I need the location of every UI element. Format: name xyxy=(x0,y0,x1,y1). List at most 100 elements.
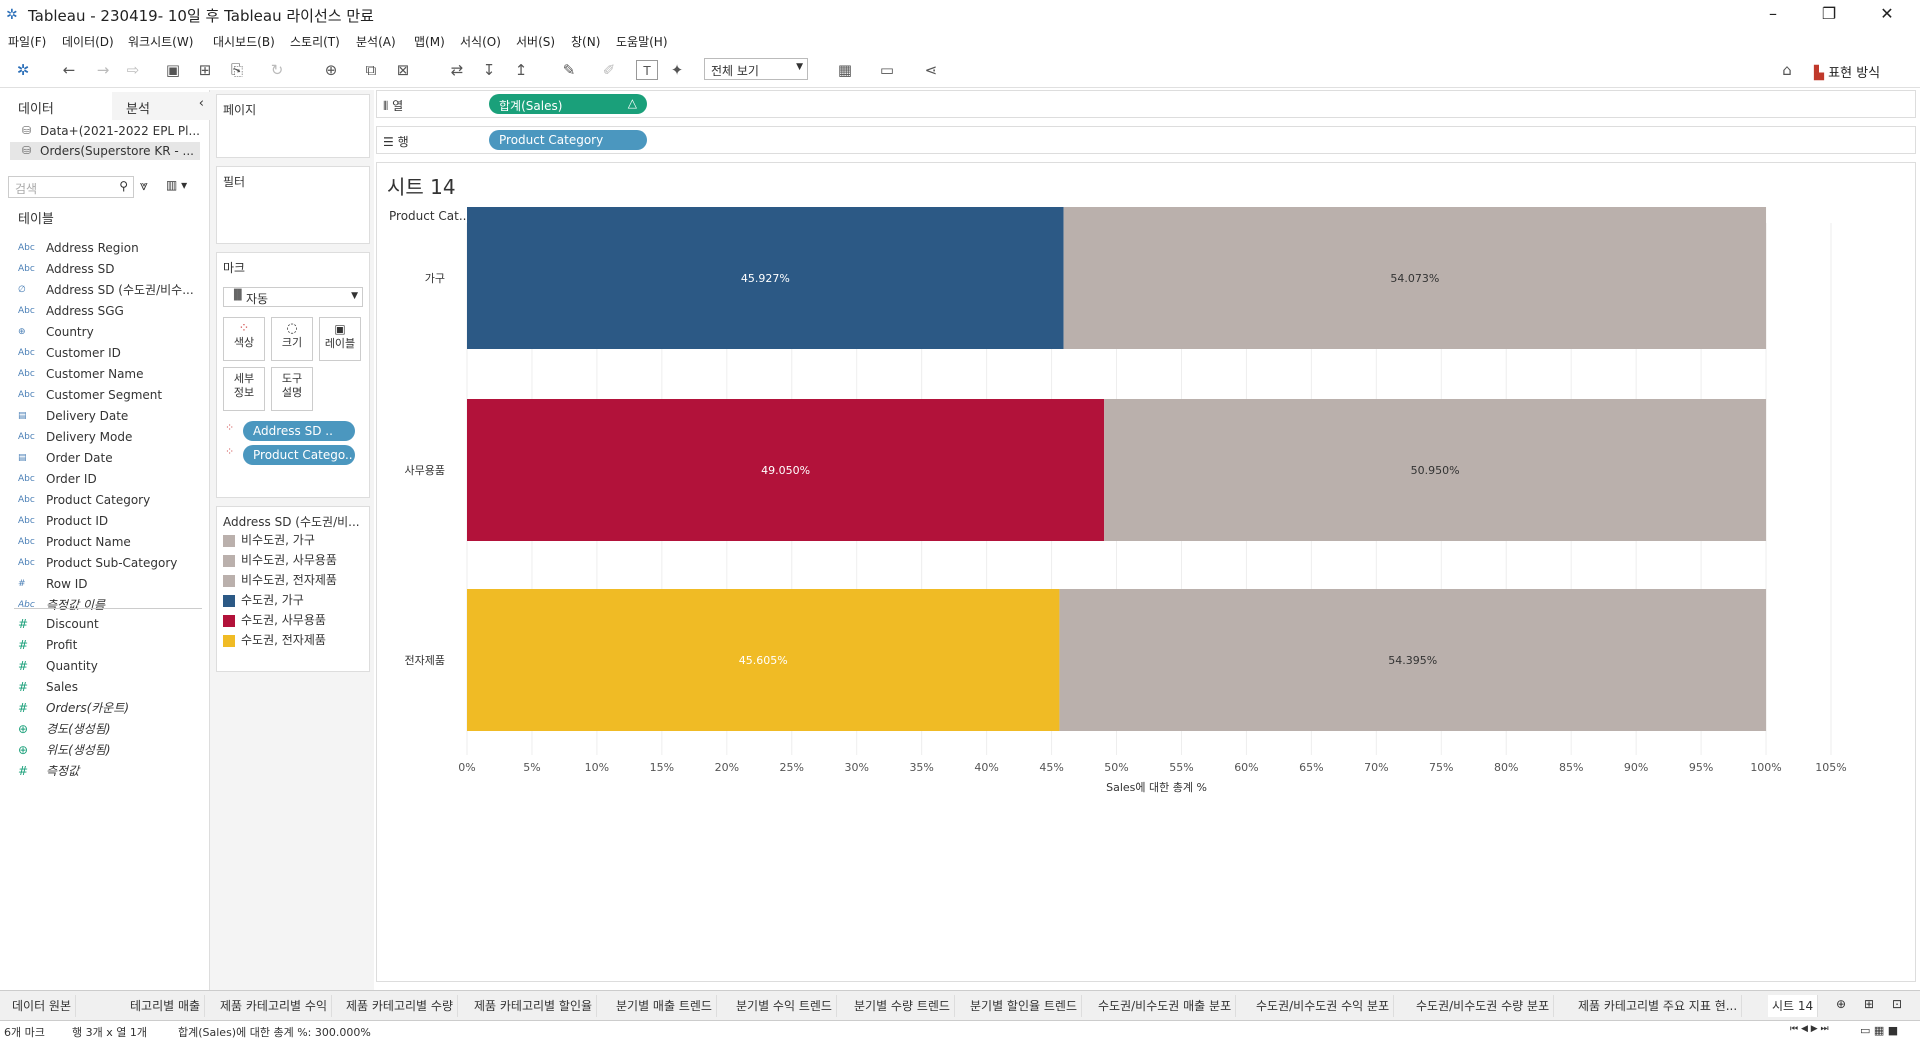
new-datasource-icon[interactable]: ⊞ xyxy=(198,61,212,79)
highlight-icon[interactable]: ✎ xyxy=(562,61,576,79)
detail-button[interactable]: 세부 정보 xyxy=(223,367,265,411)
field-dimension[interactable]: Abc Customer ID xyxy=(18,343,203,363)
replay-icon[interactable]: ⇨ xyxy=(126,61,140,79)
presentation-mode-icon[interactable]: ▭ xyxy=(879,61,895,79)
sheet-tab[interactable]: 제품 카테고리별 수량 xyxy=(342,995,458,1017)
minimize-icon[interactable]: – xyxy=(1769,4,1777,23)
bar[interactable] xyxy=(1104,399,1767,541)
field-dimension[interactable]: Abc Order ID xyxy=(18,469,203,489)
fix-axes-icon[interactable]: ✦ xyxy=(670,61,684,79)
field-dimension[interactable]: ⊕ Country xyxy=(18,322,203,342)
swap-icon[interactable]: ⇄ xyxy=(450,61,464,79)
sheet-tab[interactable]: 시트 14 xyxy=(1768,995,1819,1017)
field-dimension[interactable]: Abc Address Region xyxy=(18,238,203,258)
field-dimension[interactable]: ▤ Delivery Date xyxy=(18,406,203,426)
sheet-tab[interactable]: 수도권/비수도권 매출 분포 xyxy=(1094,995,1237,1017)
view-mode-icons[interactable]: ▭ ▦ ■ xyxy=(1860,1024,1899,1037)
refresh-icon[interactable]: ↻ xyxy=(270,61,284,79)
field-dimension[interactable]: # Row ID xyxy=(18,574,203,594)
tab-analysis[interactable]: 분석 ‹ xyxy=(112,92,210,120)
duplicate-icon[interactable]: ⧉ xyxy=(365,61,377,79)
field-dimension[interactable]: Abc Address SGG xyxy=(18,301,203,321)
clear-sheet-icon[interactable]: ⊠ xyxy=(396,61,410,79)
legend-item[interactable]: 수도권, 가구 xyxy=(223,591,304,609)
field-measure[interactable]: ⊕ 경도(생성됨) xyxy=(18,719,203,739)
field-dimension[interactable]: Abc Customer Name xyxy=(18,364,203,384)
columns-pill-sales[interactable]: 합계(Sales) △ xyxy=(489,94,647,114)
field-measure[interactable]: # 측정값 xyxy=(18,761,203,781)
new-worksheet-icon[interactable]: ⊕ xyxy=(1836,997,1847,1011)
pause-updates-icon[interactable]: ⎘ xyxy=(230,61,243,79)
save-icon[interactable]: ▣ xyxy=(165,61,181,79)
view-options-icon[interactable]: ▥ ▾ xyxy=(166,178,188,192)
share-icon[interactable]: ⋖ xyxy=(924,61,938,79)
redo-icon[interactable]: → xyxy=(96,61,110,79)
menu-story[interactable]: 스토리(T) xyxy=(290,35,340,49)
collapse-icon[interactable]: ‹ xyxy=(198,96,204,111)
bar[interactable] xyxy=(467,589,1060,731)
bar[interactable] xyxy=(467,207,1064,349)
label-button[interactable]: ▣ 레이블 xyxy=(319,317,361,361)
size-button[interactable]: ◌ 크기 xyxy=(271,317,313,361)
undo-icon[interactable]: ← xyxy=(62,61,76,79)
field-dimension[interactable]: Abc Address SD xyxy=(18,259,203,279)
sheet-tab[interactable]: 수도권/비수도권 수익 분포 xyxy=(1252,995,1395,1017)
close-icon[interactable]: ✕ xyxy=(1880,4,1894,23)
field-dimension[interactable]: Abc Product ID xyxy=(18,511,203,531)
show-cards-icon[interactable]: ▦ xyxy=(837,61,853,79)
rows-shelf[interactable]: ☰ 행 Product Category xyxy=(376,126,1916,154)
field-dimension[interactable]: ▤ Order Date xyxy=(18,448,203,468)
show-me-button[interactable]: ▙ 표현 방식 xyxy=(1814,62,1880,81)
mark-pill-product-category[interactable]: Product Catego.. xyxy=(243,445,355,465)
new-worksheet-icon[interactable]: ⊕ xyxy=(324,61,338,79)
field-measure[interactable]: # Orders(카운트) xyxy=(18,698,203,718)
sheet-tab[interactable]: 분기별 수익 트렌드 xyxy=(732,995,837,1017)
tab-nav-icons[interactable]: ⏮ ◀ ▶ ⏭ xyxy=(1790,1024,1829,1034)
sheet-tab[interactable]: 수도권/비수도권 수량 분포 xyxy=(1412,995,1555,1017)
sheet-tab[interactable]: 제품 카테고리별 주요 지표 현... xyxy=(1574,995,1743,1017)
sheet-tab[interactable]: 분기별 수량 트렌드 xyxy=(850,995,955,1017)
show-labels-icon[interactable]: T xyxy=(636,60,658,80)
legend-item[interactable]: 수도권, 사무용품 xyxy=(223,611,326,629)
bar[interactable] xyxy=(1063,207,1767,349)
menu-file[interactable]: 파일(F) xyxy=(8,35,47,49)
menu-dashboard[interactable]: 대시보드(B) xyxy=(213,35,275,49)
tab-data[interactable]: 데이터 xyxy=(18,102,54,117)
sheet-tab[interactable]: 분기별 할인율 트렌드 xyxy=(966,995,1082,1017)
sort-asc-icon[interactable]: ↧ xyxy=(482,61,496,79)
filters-card[interactable]: 필터 xyxy=(216,166,370,244)
new-story-icon[interactable]: ⊡ xyxy=(1892,997,1903,1011)
sort-desc-icon[interactable]: ↥ xyxy=(514,61,528,79)
menu-data[interactable]: 데이터(D) xyxy=(62,35,114,49)
sheet-tab[interactable]: 데이터 원본 xyxy=(8,995,77,1017)
columns-shelf[interactable]: ⦀ 열 합계(Sales) △ xyxy=(376,90,1916,118)
field-dimension[interactable]: Abc Product Name xyxy=(18,532,203,552)
search-input[interactable]: 검색 ⚲ xyxy=(8,176,134,198)
new-dashboard-icon[interactable]: ⊞ xyxy=(1864,997,1875,1011)
rows-pill-product-category[interactable]: Product Category xyxy=(489,130,647,150)
legend-item[interactable]: 비수도권, 가구 xyxy=(223,531,315,549)
legend-item[interactable]: 비수도권, 전자제품 xyxy=(223,571,337,589)
sheet-tab[interactable]: 테고리별 매출 xyxy=(126,995,206,1017)
group-icon[interactable]: ✐ xyxy=(602,61,616,79)
restore-icon[interactable]: ❐ xyxy=(1821,4,1837,23)
datasource-orders[interactable]: ⛁ Orders(Superstore KR - ... xyxy=(10,142,200,160)
view-size-select[interactable]: 전체 보기 ▼ xyxy=(704,58,808,80)
field-measure[interactable]: # Sales xyxy=(18,677,203,697)
field-measure[interactable]: # Profit xyxy=(18,635,203,655)
menu-help[interactable]: 도움말(H) xyxy=(616,35,668,49)
menu-window[interactable]: 창(N) xyxy=(571,35,601,49)
field-dimension[interactable]: Abc Product Sub-Category xyxy=(18,553,203,573)
bar[interactable] xyxy=(467,399,1105,541)
field-dimension[interactable]: Abc Delivery Mode xyxy=(18,427,203,447)
menu-worksheet[interactable]: 워크시트(W) xyxy=(128,35,194,49)
field-measure[interactable]: ⊕ 위도(생성됨) xyxy=(18,740,203,760)
format-painter-icon[interactable]: ⌂ xyxy=(1782,61,1792,79)
tableau-home-icon[interactable]: ✲ xyxy=(16,61,30,79)
mark-pill-address-sd[interactable]: Address SD .. xyxy=(243,421,355,441)
datasource-epl[interactable]: ⛁ Data+(2021-2022 EPL Pl... xyxy=(10,122,200,140)
color-button[interactable]: ⁘ 색상 xyxy=(223,317,265,361)
field-measure[interactable]: # Discount xyxy=(18,614,203,634)
sheet-tab[interactable]: 제품 카테고리별 수익 xyxy=(216,995,332,1017)
tooltip-button[interactable]: 도구 설명 xyxy=(271,367,313,411)
